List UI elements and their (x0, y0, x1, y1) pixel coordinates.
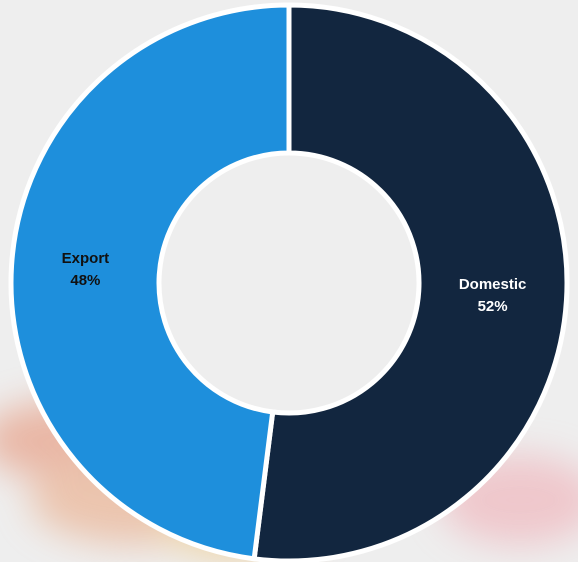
slice-category-label: Export (62, 250, 110, 267)
slice-value-label: 48% (70, 272, 100, 289)
slice (251, 2, 570, 562)
slice-category-label: Domestic (459, 276, 527, 293)
slice-value-label: 52% (478, 298, 508, 315)
slices (8, 2, 570, 562)
slice (8, 2, 292, 562)
labels: Domestic 52% Export 48% (62, 250, 527, 315)
